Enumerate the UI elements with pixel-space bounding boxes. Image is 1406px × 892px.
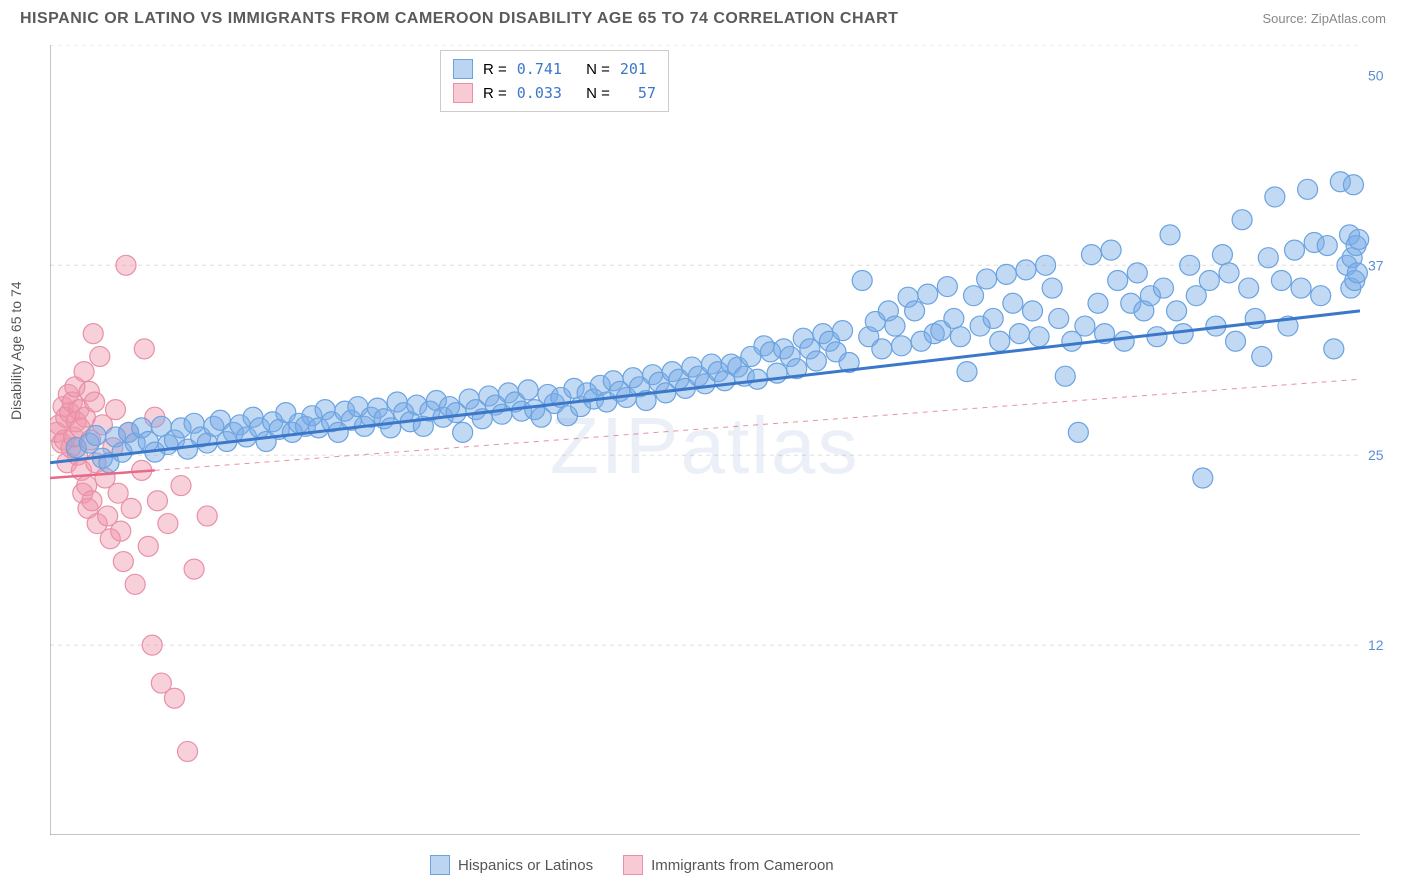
svg-text:37.5%: 37.5% [1368,257,1385,273]
r-value-pink: 0.033 [517,84,562,102]
source-prefix: Source: [1262,11,1310,26]
legend-label-cameroon: Immigrants from Cameroon [651,857,834,874]
r-value-blue: 0.741 [517,60,562,78]
legend-row-pink: R = 0.033 N = 57 [453,81,656,105]
legend-item-cameroon: Immigrants from Cameroon [623,855,834,875]
scatter-chart: 12.5%25.0%37.5%50.0%0.0%100.0% [50,45,1385,835]
chart-area: 12.5%25.0%37.5%50.0%0.0%100.0% [50,45,1385,835]
swatch-pink [623,855,643,875]
legend-correlation: R = 0.741 N = 201 R = 0.033 N = 57 [440,50,669,112]
source-name: ZipAtlas.com [1311,11,1386,26]
svg-text:12.5%: 12.5% [1368,637,1385,653]
legend-item-hispanic: Hispanics or Latinos [430,855,593,875]
n-value-pink: 57 [620,84,656,102]
n-label: N = [586,61,610,78]
n-label: N = [586,85,610,102]
swatch-blue [430,855,450,875]
header: HISPANIC OR LATINO VS IMMIGRANTS FROM CA… [0,0,1406,36]
source-label: Source: ZipAtlas.com [1262,11,1386,26]
svg-text:25.0%: 25.0% [1368,447,1385,463]
r-label: R = [483,85,507,102]
legend-series: Hispanics or Latinos Immigrants from Cam… [430,855,834,875]
n-value-blue: 201 [620,60,647,78]
chart-title: HISPANIC OR LATINO VS IMMIGRANTS FROM CA… [20,10,898,28]
swatch-pink [453,83,473,103]
legend-row-blue: R = 0.741 N = 201 [453,57,656,81]
svg-text:50.0%: 50.0% [1368,67,1385,83]
y-axis-label: Disability Age 65 to 74 [8,281,24,420]
r-label: R = [483,61,507,78]
legend-label-hispanic: Hispanics or Latinos [458,857,593,874]
swatch-blue [453,59,473,79]
